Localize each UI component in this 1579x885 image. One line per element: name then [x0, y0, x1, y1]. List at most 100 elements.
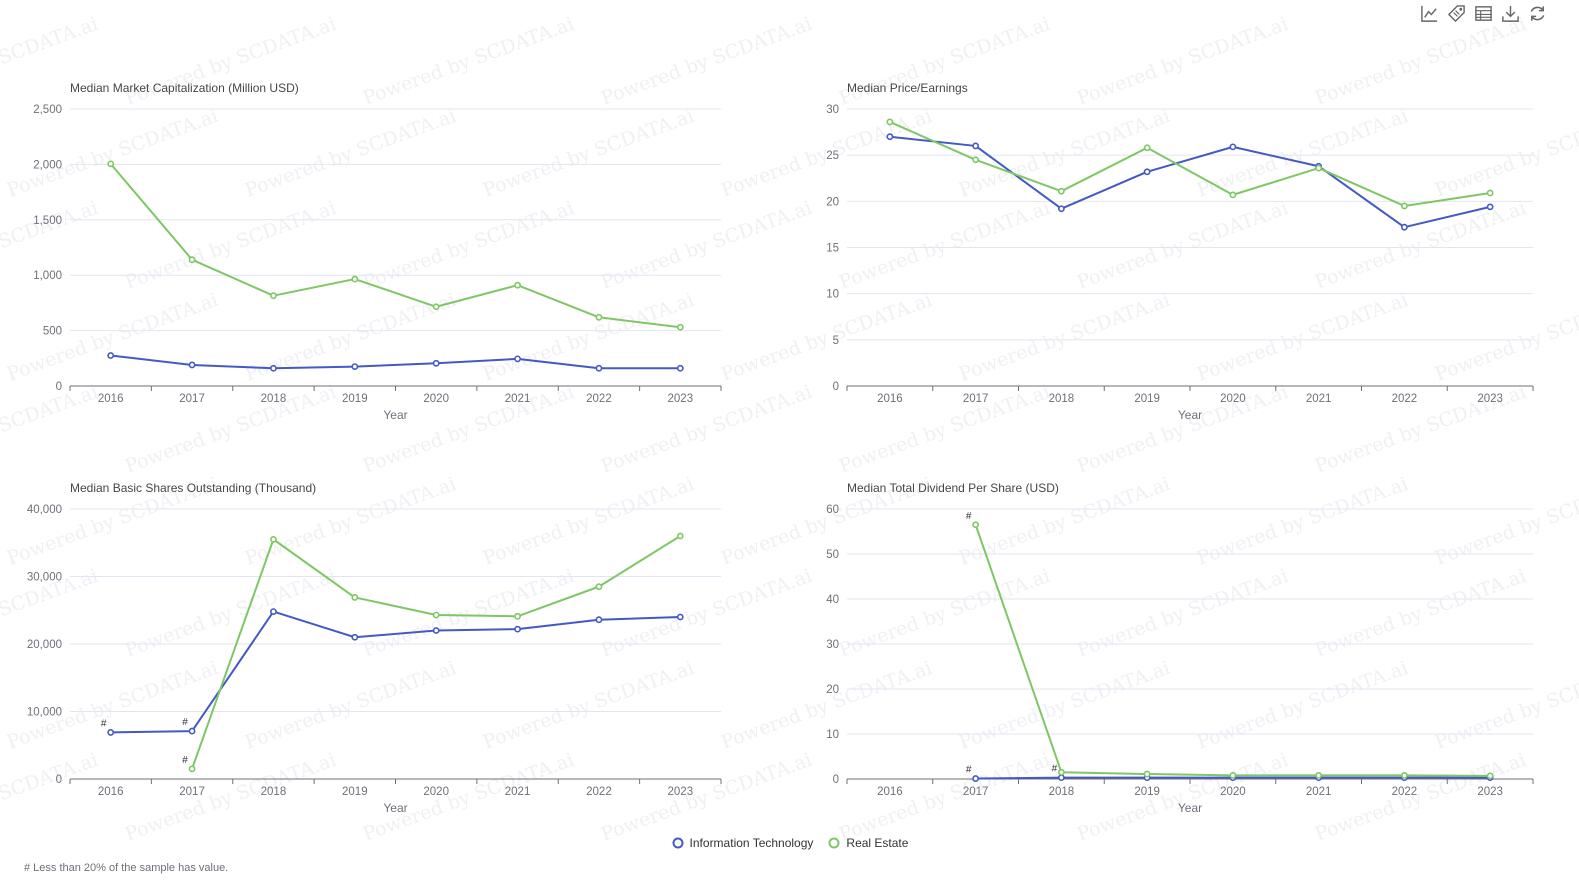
data-point [676, 364, 684, 372]
series-line [889, 121, 1491, 207]
data-point [514, 281, 521, 289]
data-point [1143, 168, 1151, 176]
refresh-icon[interactable] [1528, 4, 1547, 23]
legend-marker-icon [671, 836, 685, 850]
x-tick-label: 2018 [261, 393, 287, 405]
data-point [351, 594, 359, 601]
data-point [1486, 189, 1494, 197]
legend-marker-icon [827, 836, 841, 850]
data-point [1400, 223, 1408, 231]
x-tick-label: 2021 [505, 786, 531, 798]
download-icon[interactable] [1501, 4, 1520, 23]
x-axis-name: Year [383, 408, 407, 422]
data-point [595, 364, 603, 372]
y-tick-label: 30,000 [27, 572, 62, 584]
tag-icon[interactable] [1447, 4, 1466, 23]
data-point [270, 292, 277, 300]
toolbox [1420, 4, 1547, 23]
x-tick-label: 2021 [505, 393, 531, 405]
low-sample-mark: # [966, 765, 972, 776]
data-point [107, 352, 115, 359]
data-point [107, 160, 115, 168]
data-point [432, 303, 440, 311]
data-point [595, 583, 603, 591]
y-tick-label: 20 [826, 684, 839, 696]
x-tick-label: 2023 [668, 786, 694, 798]
x-tick-label: 2023 [1477, 786, 1503, 798]
data-point [514, 612, 521, 620]
x-tick-label: 2018 [261, 786, 287, 798]
y-tick-label: 25 [826, 150, 839, 162]
low-sample-mark: # [101, 718, 107, 729]
x-tick-label: 2022 [1392, 786, 1418, 798]
x-tick-label: 2021 [1306, 393, 1332, 405]
data-point [1229, 772, 1237, 779]
data-point [1400, 772, 1408, 779]
x-axis-name: Year [1178, 408, 1202, 422]
data-point [432, 359, 440, 367]
x-tick-label: 2019 [342, 786, 368, 798]
chart-panel-2: Median Price/Earnings 0 5 10 15 20 25 30 2016 201… [826, 81, 1534, 422]
line-chart-icon[interactable] [1420, 4, 1439, 23]
data-point [514, 355, 521, 363]
data-point [107, 729, 115, 736]
x-tick-label: 2023 [1477, 393, 1503, 405]
x-tick-label: 2016 [98, 786, 124, 798]
legend-item-information-technology[interactable]: Information Technology [671, 836, 814, 850]
y-tick-label: 0 [56, 774, 62, 786]
x-tick-label: 2018 [1049, 393, 1075, 405]
y-tick-label: 1,000 [33, 270, 62, 282]
data-point [1143, 770, 1151, 778]
y-tick-label: 30 [826, 104, 839, 116]
x-axis-name: Year [383, 801, 407, 815]
data-point [972, 521, 980, 529]
data-point [1486, 203, 1494, 211]
data-point [886, 118, 894, 126]
y-tick-label: 10 [826, 729, 839, 741]
data-table-icon[interactable] [1474, 4, 1493, 23]
chart-title: Median Total Dividend Per Share (USD) [847, 481, 1059, 495]
legend-item-real-estate[interactable]: Real Estate [827, 836, 908, 850]
data-point [1057, 768, 1065, 776]
x-tick-label: 2022 [586, 786, 612, 798]
data-point [270, 608, 277, 615]
data-point [432, 611, 440, 619]
data-point [1057, 774, 1065, 782]
legend-label: Information Technology [689, 836, 814, 850]
chart-title: Median Price/Earnings [847, 81, 968, 95]
data-point [1057, 205, 1065, 213]
y-tick-label: 60 [826, 504, 839, 516]
series-line [889, 135, 1491, 229]
data-point [972, 775, 980, 782]
chart-title: Median Market Capitalization (Million US… [70, 81, 299, 95]
y-tick-label: 0 [56, 381, 62, 393]
x-tick-label: 2023 [668, 393, 694, 405]
legend-label: Real Estate [846, 836, 909, 850]
y-tick-label: 40,000 [27, 504, 62, 516]
data-point [188, 765, 196, 773]
data-point [886, 133, 894, 141]
series-line [109, 163, 681, 329]
chart-panel-4: Median Total Dividend Per Share (USD) 0 10… [826, 481, 1534, 815]
y-tick-label: 20 [826, 196, 839, 208]
data-point [676, 613, 684, 621]
y-tick-label: 15 [826, 243, 839, 255]
y-tick-label: 2,000 [33, 159, 62, 171]
series-line [974, 524, 1491, 777]
y-tick-label: 0 [833, 774, 839, 786]
x-tick-label: 2021 [1306, 786, 1332, 798]
x-tick-label: 2020 [423, 786, 449, 798]
x-tick-label: 2016 [877, 393, 903, 405]
chart-panel-1: Median Market Capitalization (Million US… [33, 81, 722, 422]
chart-title: Median Basic Shares Outstanding (Thousan… [70, 481, 316, 495]
x-tick-label: 2019 [1134, 786, 1160, 798]
y-tick-label: 20,000 [27, 639, 62, 651]
x-tick-label: 2022 [586, 393, 612, 405]
y-tick-label: 1,500 [33, 215, 62, 227]
data-point [1315, 164, 1323, 172]
data-point [1486, 772, 1494, 780]
data-point [1229, 191, 1237, 199]
low-sample-mark: # [966, 511, 972, 522]
data-point [270, 364, 277, 372]
x-tick-label: 2017 [963, 393, 989, 405]
